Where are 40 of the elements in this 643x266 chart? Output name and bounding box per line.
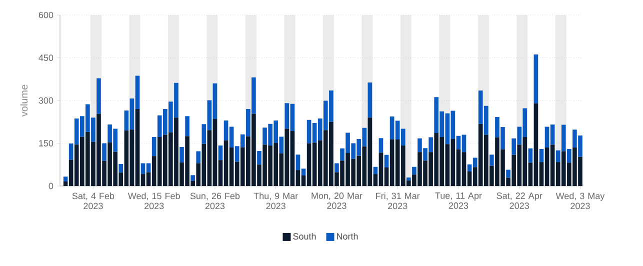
y-axis-title: volume	[20, 84, 28, 117]
x-tick-label: Fri, 31 Mar 2023	[376, 192, 420, 210]
bar	[334, 163, 339, 172]
legend-label: South	[293, 232, 316, 240]
bar	[490, 154, 494, 166]
bar	[406, 177, 411, 181]
x-tick-label: Wed, 3 May 2023	[556, 192, 605, 210]
y-tick-label: 300	[38, 97, 54, 104]
bar	[506, 170, 510, 178]
bar	[218, 146, 223, 160]
bar	[534, 54, 538, 104]
bar	[196, 151, 201, 164]
bar	[373, 166, 378, 174]
bar	[118, 164, 124, 173]
y-tick-label: 0	[48, 182, 54, 190]
bar	[63, 176, 68, 182]
bar	[190, 175, 195, 181]
bar	[152, 136, 156, 156]
bar	[384, 154, 389, 168]
bar	[180, 146, 184, 162]
x-tick-label: Thu, 9 Mar 2023	[254, 192, 298, 210]
y-tick-label: 600	[38, 12, 54, 18]
x-tick-label: Sun, 26 Feb 2023	[190, 192, 240, 210]
x-tick-label: Tue, 11 Apr 2023	[435, 192, 482, 209]
y-tick-label: 450	[38, 54, 54, 61]
bar	[96, 78, 101, 114]
bar	[368, 82, 372, 118]
y-tick-label: 150	[39, 140, 54, 146]
legend-label: North	[336, 232, 358, 240]
bar	[412, 166, 416, 175]
bar	[539, 148, 544, 162]
bar	[257, 150, 262, 165]
bar	[185, 116, 190, 136]
x-tick-label: Wed, 15 Feb 2023	[128, 192, 180, 210]
bar	[378, 138, 384, 153]
x-tick-label: Mon, 20 Mar 2023	[312, 192, 362, 209]
bar	[102, 143, 106, 161]
x-tick-label: Sat, 4 Feb 2023	[72, 192, 114, 210]
bar	[528, 148, 533, 163]
x-tick-label: Sat, 22 Apr 2023	[496, 192, 542, 209]
